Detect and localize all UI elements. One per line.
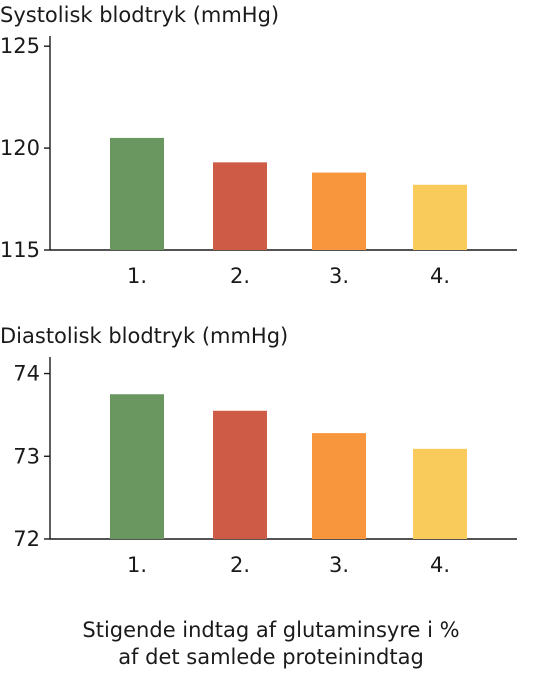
systolic-category-label: 1.	[127, 264, 147, 288]
diastolic-bar-4	[413, 448, 467, 539]
systolic-y-tick-label: 120	[0, 136, 40, 160]
x-axis-caption-line1: Stigende indtag af glutaminsyre i %	[82, 618, 459, 642]
diastolic-category-label: 3.	[329, 553, 349, 577]
systolic-y-tick-label: 125	[0, 34, 40, 58]
systolic-chart: Systolisk blodtryk (mmHg) 125 120 115 1. 2. 3.…	[0, 3, 517, 288]
diastolic-y-tick-label: 74	[13, 362, 40, 386]
x-axis-caption-line2: af det samlede proteinindtag	[118, 645, 424, 669]
systolic-chart-title: Systolisk blodtryk (mmHg)	[0, 3, 279, 27]
diastolic-y-tick-label: 73	[13, 444, 40, 468]
diastolic-bar-3	[312, 433, 366, 539]
diastolic-bar-2	[213, 410, 267, 539]
systolic-bar-1	[110, 137, 164, 250]
systolic-category-label: 3.	[329, 264, 349, 288]
systolic-category-label: 2.	[230, 264, 250, 288]
systolic-y-tick-label: 115	[0, 238, 40, 262]
diastolic-chart-title: Diastolisk blodtryk (mmHg)	[0, 324, 288, 348]
diastolic-bar-1	[110, 394, 164, 539]
diastolic-category-label: 4.	[430, 553, 450, 577]
diastolic-chart: Diastolisk blodtryk (mmHg) 74 73 72 1. 2. 3. 4.	[0, 324, 517, 577]
diastolic-category-label: 2.	[230, 553, 250, 577]
systolic-category-label: 4.	[430, 264, 450, 288]
diastolic-y-tick-label: 72	[13, 527, 40, 551]
systolic-bar-3	[312, 172, 366, 250]
systolic-bar-2	[213, 162, 267, 250]
systolic-bar-4	[413, 184, 467, 250]
diastolic-category-label: 1.	[127, 553, 147, 577]
